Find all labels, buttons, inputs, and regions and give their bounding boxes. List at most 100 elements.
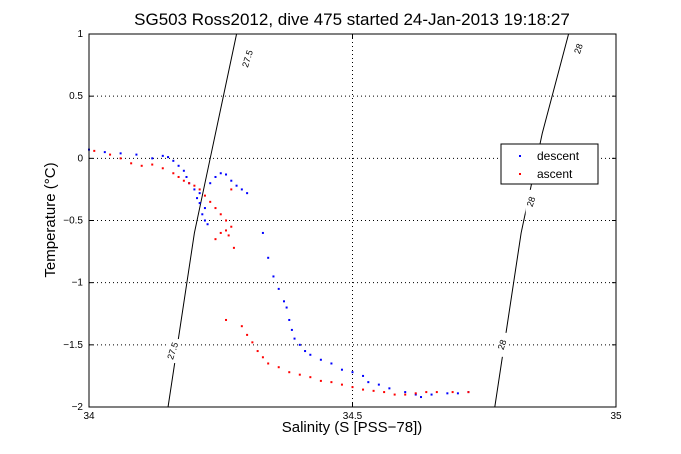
point-ascent [404,393,407,396]
point-descent [161,154,164,157]
point-ascent [277,366,280,369]
point-descent [456,392,459,395]
point-ascent [267,362,270,365]
point-descent [282,300,285,303]
x-tick-label: 34 [83,411,95,422]
point-ascent [414,392,417,395]
point-descent [430,393,433,396]
point-ascent [161,167,164,170]
point-ascent [288,371,291,374]
point-descent [172,159,175,162]
point-descent [225,173,228,176]
point-ascent [298,373,301,376]
legend-label-descent: descent [537,149,580,163]
point-descent [198,192,201,195]
point-descent [209,182,212,185]
contour-label-background [167,339,180,364]
y-tick-label: −1 [72,278,84,289]
point-ascent [188,182,191,185]
point-ascent [93,149,96,152]
legend-marker-descent [519,155,521,157]
point-ascent [451,391,454,394]
point-descent [446,392,449,395]
point-ascent [225,219,228,222]
point-descent [319,358,322,361]
point-ascent [330,381,333,384]
point-ascent [219,213,222,216]
point-descent [167,156,170,159]
point-ascent [261,356,264,359]
point-ascent [232,246,235,249]
point-descent [185,175,188,178]
point-descent [304,350,307,353]
point-ascent [130,162,133,165]
point-ascent [256,350,259,353]
point-descent [177,164,180,167]
point-descent [298,343,301,346]
point-ascent [109,153,112,156]
point-descent [203,219,206,222]
point-descent [309,353,312,356]
point-ascent [193,184,196,187]
point-descent [277,287,280,290]
chart-title: SG503 Ross2012, dive 475 started 24-Jan-… [134,10,570,29]
y-axis-label: Temperature (°C) [42,162,59,277]
point-descent [230,179,233,182]
point-ascent [177,175,180,178]
y-tick-label: −0.5 [63,216,83,227]
point-descent [290,328,293,331]
point-ascent [214,207,217,210]
point-ascent [227,234,230,237]
point-descent [404,391,407,394]
y-tick-label: 1 [77,29,83,40]
legend-label-ascent: ascent [537,167,573,181]
point-descent [214,175,217,178]
point-descent [219,172,222,175]
point-descent [288,318,291,321]
x-tick-label: 35 [610,411,622,422]
contour-label-background [573,36,586,61]
y-tick-label: −1.5 [63,340,83,351]
point-ascent [209,200,212,203]
point-ascent [319,379,322,382]
point-ascent [309,376,312,379]
point-ascent [214,238,217,241]
point-ascent [251,341,254,344]
point-descent [293,337,296,340]
point-ascent [119,157,122,160]
point-descent [420,396,423,399]
point-descent [272,275,275,278]
point-ascent [393,393,396,396]
point-descent [340,368,343,371]
point-ascent [140,164,143,167]
contour-label: 28 [525,195,538,208]
point-descent [235,184,238,187]
point-ascent [340,383,343,386]
point-ascent [219,231,222,234]
point-ascent [383,391,386,394]
contour-line-27-5 [167,33,238,408]
data-points [88,148,470,399]
point-ascent [225,318,228,321]
point-descent [362,374,365,377]
point-descent [388,387,391,390]
point-descent [206,223,209,226]
point-descent [330,362,333,365]
point-descent [261,231,264,234]
legend-marker-ascent [519,173,521,175]
point-ascent [240,325,243,328]
point-descent [240,188,243,191]
point-descent [119,152,122,155]
point-descent [182,169,185,172]
point-descent [135,153,138,156]
point-ascent [151,163,154,166]
x-tick-label: 34.5 [343,411,363,422]
legend-box [500,143,599,185]
contour-label-background [496,332,509,357]
point-ascent [203,194,206,197]
point-ascent [198,188,201,191]
contour-label-background [242,46,255,71]
point-ascent [182,179,185,182]
